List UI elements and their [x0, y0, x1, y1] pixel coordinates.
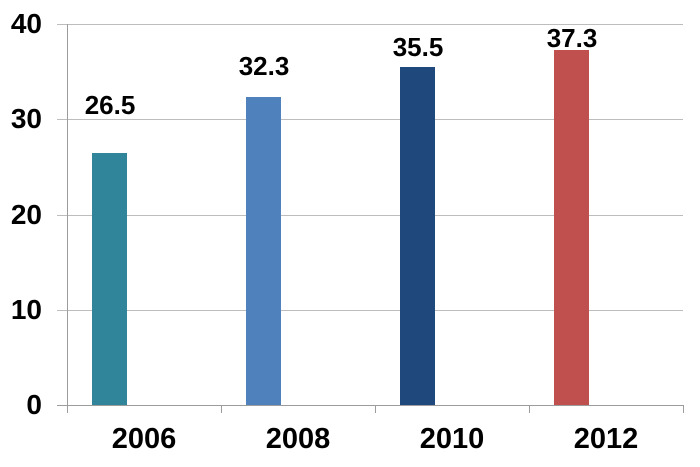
gridline [57, 310, 683, 311]
bar-value-label: 35.5 [392, 32, 444, 62]
x-axis-tick [529, 405, 530, 413]
y-axis-tick-label: 10 [10, 294, 42, 325]
gridline [57, 119, 683, 120]
bar-value-label: 32.3 [238, 51, 290, 81]
x-axis-category-label: 2006 [111, 423, 177, 455]
bar-2006 [92, 153, 127, 405]
bar-value-label: 26.5 [84, 90, 136, 120]
x-axis-tick [375, 405, 376, 413]
gridline [57, 24, 683, 25]
y-axis-line [67, 24, 68, 413]
y-axis-tick-label: 40 [10, 8, 42, 39]
bar-2008 [246, 97, 281, 405]
gridline [57, 215, 683, 216]
x-axis-category-label: 2010 [419, 423, 485, 455]
bar-2012 [554, 50, 589, 405]
bar-2010 [400, 67, 435, 405]
x-axis-category-label: 2008 [265, 423, 331, 455]
x-axis-line [57, 405, 683, 406]
bar-value-label: 37.3 [546, 23, 598, 53]
y-axis-tick-label: 20 [10, 199, 42, 230]
x-axis-category-label: 2012 [573, 423, 639, 455]
y-axis-tick-label: 0 [26, 389, 42, 420]
x-axis-tick [221, 405, 222, 413]
x-axis-tick [683, 405, 684, 413]
y-axis-tick-label: 30 [10, 103, 42, 134]
